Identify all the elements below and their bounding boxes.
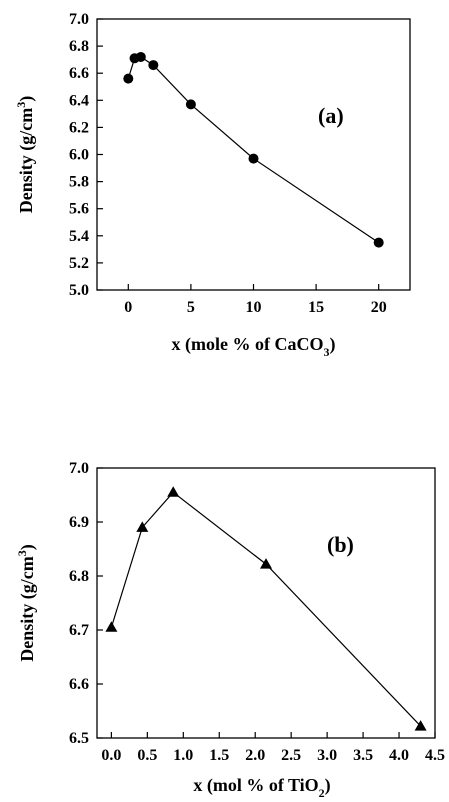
chart-a-y-tick-label: 7.0 [69, 11, 89, 28]
chart-a-y-axis-title: Density (g/cm3) [14, 96, 37, 213]
chart-a-y-tick-label: 6.4 [69, 92, 89, 109]
chart-a-y-tick-label: 6.8 [69, 38, 89, 55]
chart-b-x-tick-label: 3.5 [353, 747, 373, 764]
chart-a-y-tick-label: 6.6 [69, 65, 89, 82]
chart-b-data-point [167, 486, 180, 497]
chart-b-data-point [105, 621, 118, 632]
chart-b-x-tick-label: 1.0 [173, 747, 193, 764]
chart-b-y-tick-label: 6.7 [69, 622, 89, 639]
chart-b-y-tick-label: 6.8 [69, 568, 89, 585]
chart-a-y-tick-label: 5.6 [69, 201, 89, 218]
chart-a-y-tick-label: 5.2 [69, 255, 89, 272]
chart-a-x-tick-label: 5 [187, 299, 195, 316]
chart-b-y-tick-label: 6.6 [69, 676, 89, 693]
chart-b: 0.0 0.5 1.0 1.5 2.0 2.5 3.0 3.5 4.0 4.5 6.5 6.6 6.7… [15, 460, 445, 800]
chart-b-x-tick-label: 2.0 [245, 747, 265, 764]
chart-a-y-ticks: 5.0 5.2 5.4 5.6 5.8 6.0 6.2 6.4 6.6 6.8 7.0 [69, 11, 103, 299]
chart-b-x-tick-label: 2.5 [281, 747, 301, 764]
chart-a-x-tick-label: 15 [308, 299, 324, 316]
chart-a-x-tick-label: 10 [246, 299, 262, 316]
chart-a-x-tick-label: 0 [124, 299, 132, 316]
chart-b-y-ticks: 6.5 6.6 6.7 6.8 6.9 7.0 [69, 460, 103, 747]
chart-b-y-tick-label: 6.9 [69, 514, 89, 531]
chart-a-data-point [248, 153, 259, 164]
chart-b-series-line [110, 491, 422, 727]
chart-a-x-ticks: 0 5 10 15 20 [124, 284, 387, 316]
chart-b-data-point [260, 558, 272, 569]
chart-b-plot-frame [96, 467, 436, 739]
chart-b-panel-label: (b) [327, 532, 354, 557]
chart-a-data-point [185, 99, 196, 110]
chart-a-series [123, 51, 384, 248]
chart-a-data-point [135, 51, 146, 62]
chart-a: 0 5 10 15 20 5.0 5.2 5.4 5.6 5.8 6.0 6.2 6.4 6.6 6.8 7… [14, 11, 411, 359]
chart-b-x-axis-title: x (mol % of TiO2) [193, 775, 330, 800]
chart-b-y-axis-title: Density (g/cm3) [15, 544, 38, 661]
chart-a-data-point [373, 237, 384, 248]
chart-b-series [105, 486, 427, 731]
chart-b-x-ticks: 0.0 0.5 1.0 1.5 2.0 2.5 3.0 3.5 4.0 4.5 [101, 732, 445, 764]
chart-a-y-tick-label: 5.8 [69, 174, 89, 191]
chart-b-data-point [136, 521, 149, 532]
chart-a-data-point [148, 60, 159, 71]
chart-b-x-tick-label: 3.0 [317, 747, 337, 764]
chart-a-y-tick-label: 5.4 [69, 228, 89, 245]
chart-a-data-point [123, 73, 134, 84]
chart-b-x-tick-label: 4.5 [425, 747, 445, 764]
chart-a-y-tick-label: 6.0 [69, 147, 89, 164]
chart-b-x-tick-label: 0.0 [101, 747, 121, 764]
chart-b-x-tick-label: 1.5 [209, 747, 229, 764]
chart-b-x-tick-label: 4.0 [389, 747, 409, 764]
chart-a-x-tick-label: 20 [371, 299, 387, 316]
chart-b-y-tick-label: 6.5 [69, 730, 89, 747]
chart-a-y-tick-label: 6.2 [69, 119, 89, 136]
chart-a-panel-label: (a) [318, 103, 344, 128]
chart-a-x-axis-title: x (mole % of CaCO3) [172, 334, 336, 359]
chart-a-y-tick-label: 5.0 [69, 282, 89, 299]
chart-b-x-tick-label: 0.5 [137, 747, 157, 764]
chart-b-y-tick-label: 7.0 [69, 460, 89, 477]
chart-b-data-point [414, 720, 427, 731]
chart-a-series-line [127, 56, 380, 244]
